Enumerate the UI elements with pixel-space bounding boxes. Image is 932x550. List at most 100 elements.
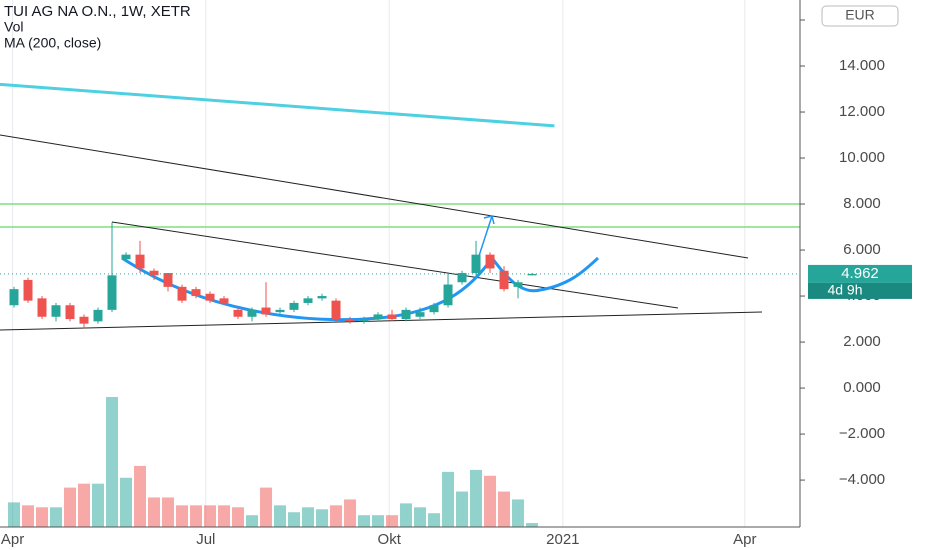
candle-body bbox=[443, 284, 453, 306]
candle-body bbox=[191, 289, 201, 297]
candle-body bbox=[471, 254, 481, 274]
trendline bbox=[111, 221, 679, 309]
volume-bar bbox=[36, 507, 49, 527]
moving-average bbox=[0, 82, 555, 128]
candle-body bbox=[527, 273, 537, 276]
volume-bar bbox=[288, 512, 301, 527]
candle-body bbox=[23, 279, 33, 301]
volume-bar bbox=[442, 471, 455, 527]
arrow bbox=[476, 215, 495, 263]
currency-box[interactable] bbox=[821, 5, 899, 27]
volume-bar bbox=[344, 499, 357, 527]
candle-body bbox=[485, 254, 495, 269]
volume-bar bbox=[274, 505, 287, 527]
volume-bar bbox=[372, 515, 385, 527]
last-price-label: 4.962 bbox=[841, 265, 879, 282]
volume-bar bbox=[134, 465, 147, 527]
candle-body bbox=[93, 309, 103, 322]
volume-bar bbox=[456, 491, 469, 527]
candle-body bbox=[303, 298, 313, 303]
candle-body bbox=[51, 305, 61, 317]
currency[interactable]: EUR bbox=[845, 7, 875, 23]
trendline bbox=[0, 311, 763, 331]
y-tick-label: 8.000 bbox=[843, 195, 881, 212]
countdown-label: 4d 9h bbox=[827, 282, 862, 298]
volume-bar bbox=[316, 509, 329, 527]
y-tick-label: −2.000 bbox=[839, 425, 885, 442]
candle-body bbox=[345, 319, 355, 322]
volume-bar bbox=[330, 505, 343, 527]
candle-body bbox=[107, 275, 117, 310]
candle-body bbox=[9, 289, 19, 306]
volume-bar bbox=[358, 515, 371, 527]
volume-bar bbox=[106, 397, 119, 527]
volume-bar bbox=[260, 487, 273, 527]
candle-body bbox=[373, 314, 383, 320]
volume-bar bbox=[190, 505, 203, 527]
y-tick-label: 0.000 bbox=[843, 379, 881, 396]
x-tick-label: 2021 bbox=[546, 531, 579, 548]
volume-bar bbox=[386, 515, 399, 527]
x-tick-label: Okt bbox=[378, 531, 402, 548]
x-tick-label: Apr bbox=[733, 531, 756, 548]
candle-body bbox=[247, 309, 257, 317]
last-price-box bbox=[808, 264, 912, 283]
y-tick-label: 14.000 bbox=[839, 57, 885, 74]
countdown-box bbox=[808, 282, 912, 299]
candle-body bbox=[331, 300, 341, 320]
candle-body bbox=[219, 298, 229, 303]
candle-body bbox=[163, 273, 173, 287]
volume-bar bbox=[162, 497, 175, 527]
candle-body bbox=[513, 282, 523, 287]
candle-body bbox=[387, 314, 397, 320]
y-tick-label: 6.000 bbox=[843, 241, 881, 258]
candle-body bbox=[359, 319, 369, 322]
candle-body bbox=[65, 305, 75, 320]
candle-body bbox=[499, 270, 509, 290]
pattern-curve bbox=[121, 255, 600, 322]
candle-body bbox=[261, 307, 271, 315]
volume-bar bbox=[50, 507, 63, 527]
volume-bar bbox=[148, 497, 161, 527]
candle-body bbox=[429, 305, 439, 313]
x-tick-label: Apr bbox=[1, 531, 24, 548]
volume-bar bbox=[22, 505, 35, 527]
volume-bar bbox=[414, 507, 427, 527]
candle-body bbox=[233, 309, 243, 317]
candle-body bbox=[289, 302, 299, 310]
candle-body bbox=[149, 270, 159, 276]
volume-bar bbox=[176, 505, 189, 527]
candle-body bbox=[317, 296, 327, 299]
y-tick-label: 10.000 bbox=[839, 149, 885, 166]
volume-bar bbox=[400, 503, 413, 527]
candle-body bbox=[37, 298, 47, 317]
grid bbox=[0, 0, 800, 527]
volume-bar bbox=[232, 507, 245, 527]
trendline bbox=[0, 134, 749, 259]
price-pane bbox=[0, 222, 800, 329]
volume-bar bbox=[218, 505, 231, 527]
candle-body bbox=[415, 312, 425, 317]
volume-bar bbox=[64, 487, 77, 527]
volume-bar bbox=[498, 491, 511, 527]
volume-bar bbox=[246, 515, 259, 527]
volume-bar bbox=[302, 507, 315, 527]
y-tick-label: 12.000 bbox=[839, 103, 885, 120]
x-tick-label: Jul bbox=[196, 531, 215, 548]
drawings bbox=[0, 134, 763, 331]
volume-bar bbox=[8, 502, 21, 527]
y-tick-label: 2.000 bbox=[843, 333, 881, 350]
candle-body bbox=[121, 254, 131, 260]
volume-bar bbox=[428, 513, 441, 527]
volume-bar bbox=[470, 469, 483, 527]
candle-body bbox=[401, 309, 411, 320]
volume-bar bbox=[92, 483, 105, 527]
candle-body bbox=[275, 309, 285, 313]
y-tick-label: −4.000 bbox=[839, 471, 885, 488]
axes: AprJulOkt2021Apr16.00014.00012.00010.000… bbox=[1, 11, 912, 548]
volume-bar bbox=[78, 483, 91, 527]
candle-body bbox=[79, 316, 89, 324]
volume-bar bbox=[526, 523, 539, 527]
volume-legend: Vol bbox=[4, 19, 23, 35]
